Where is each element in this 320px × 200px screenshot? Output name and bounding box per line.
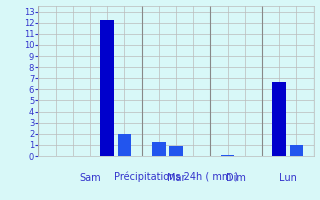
Bar xyxy=(152,142,166,156)
X-axis label: Précipitations 24h ( mm ): Précipitations 24h ( mm ) xyxy=(114,171,238,182)
Bar xyxy=(272,82,286,156)
Bar xyxy=(169,146,183,156)
Bar xyxy=(117,134,131,156)
Text: Lun: Lun xyxy=(279,173,297,183)
Bar xyxy=(290,145,303,156)
Text: Mar: Mar xyxy=(167,173,185,183)
Bar xyxy=(221,155,235,156)
Text: Sam: Sam xyxy=(79,173,101,183)
Bar xyxy=(100,20,114,156)
Text: Dim: Dim xyxy=(226,173,246,183)
